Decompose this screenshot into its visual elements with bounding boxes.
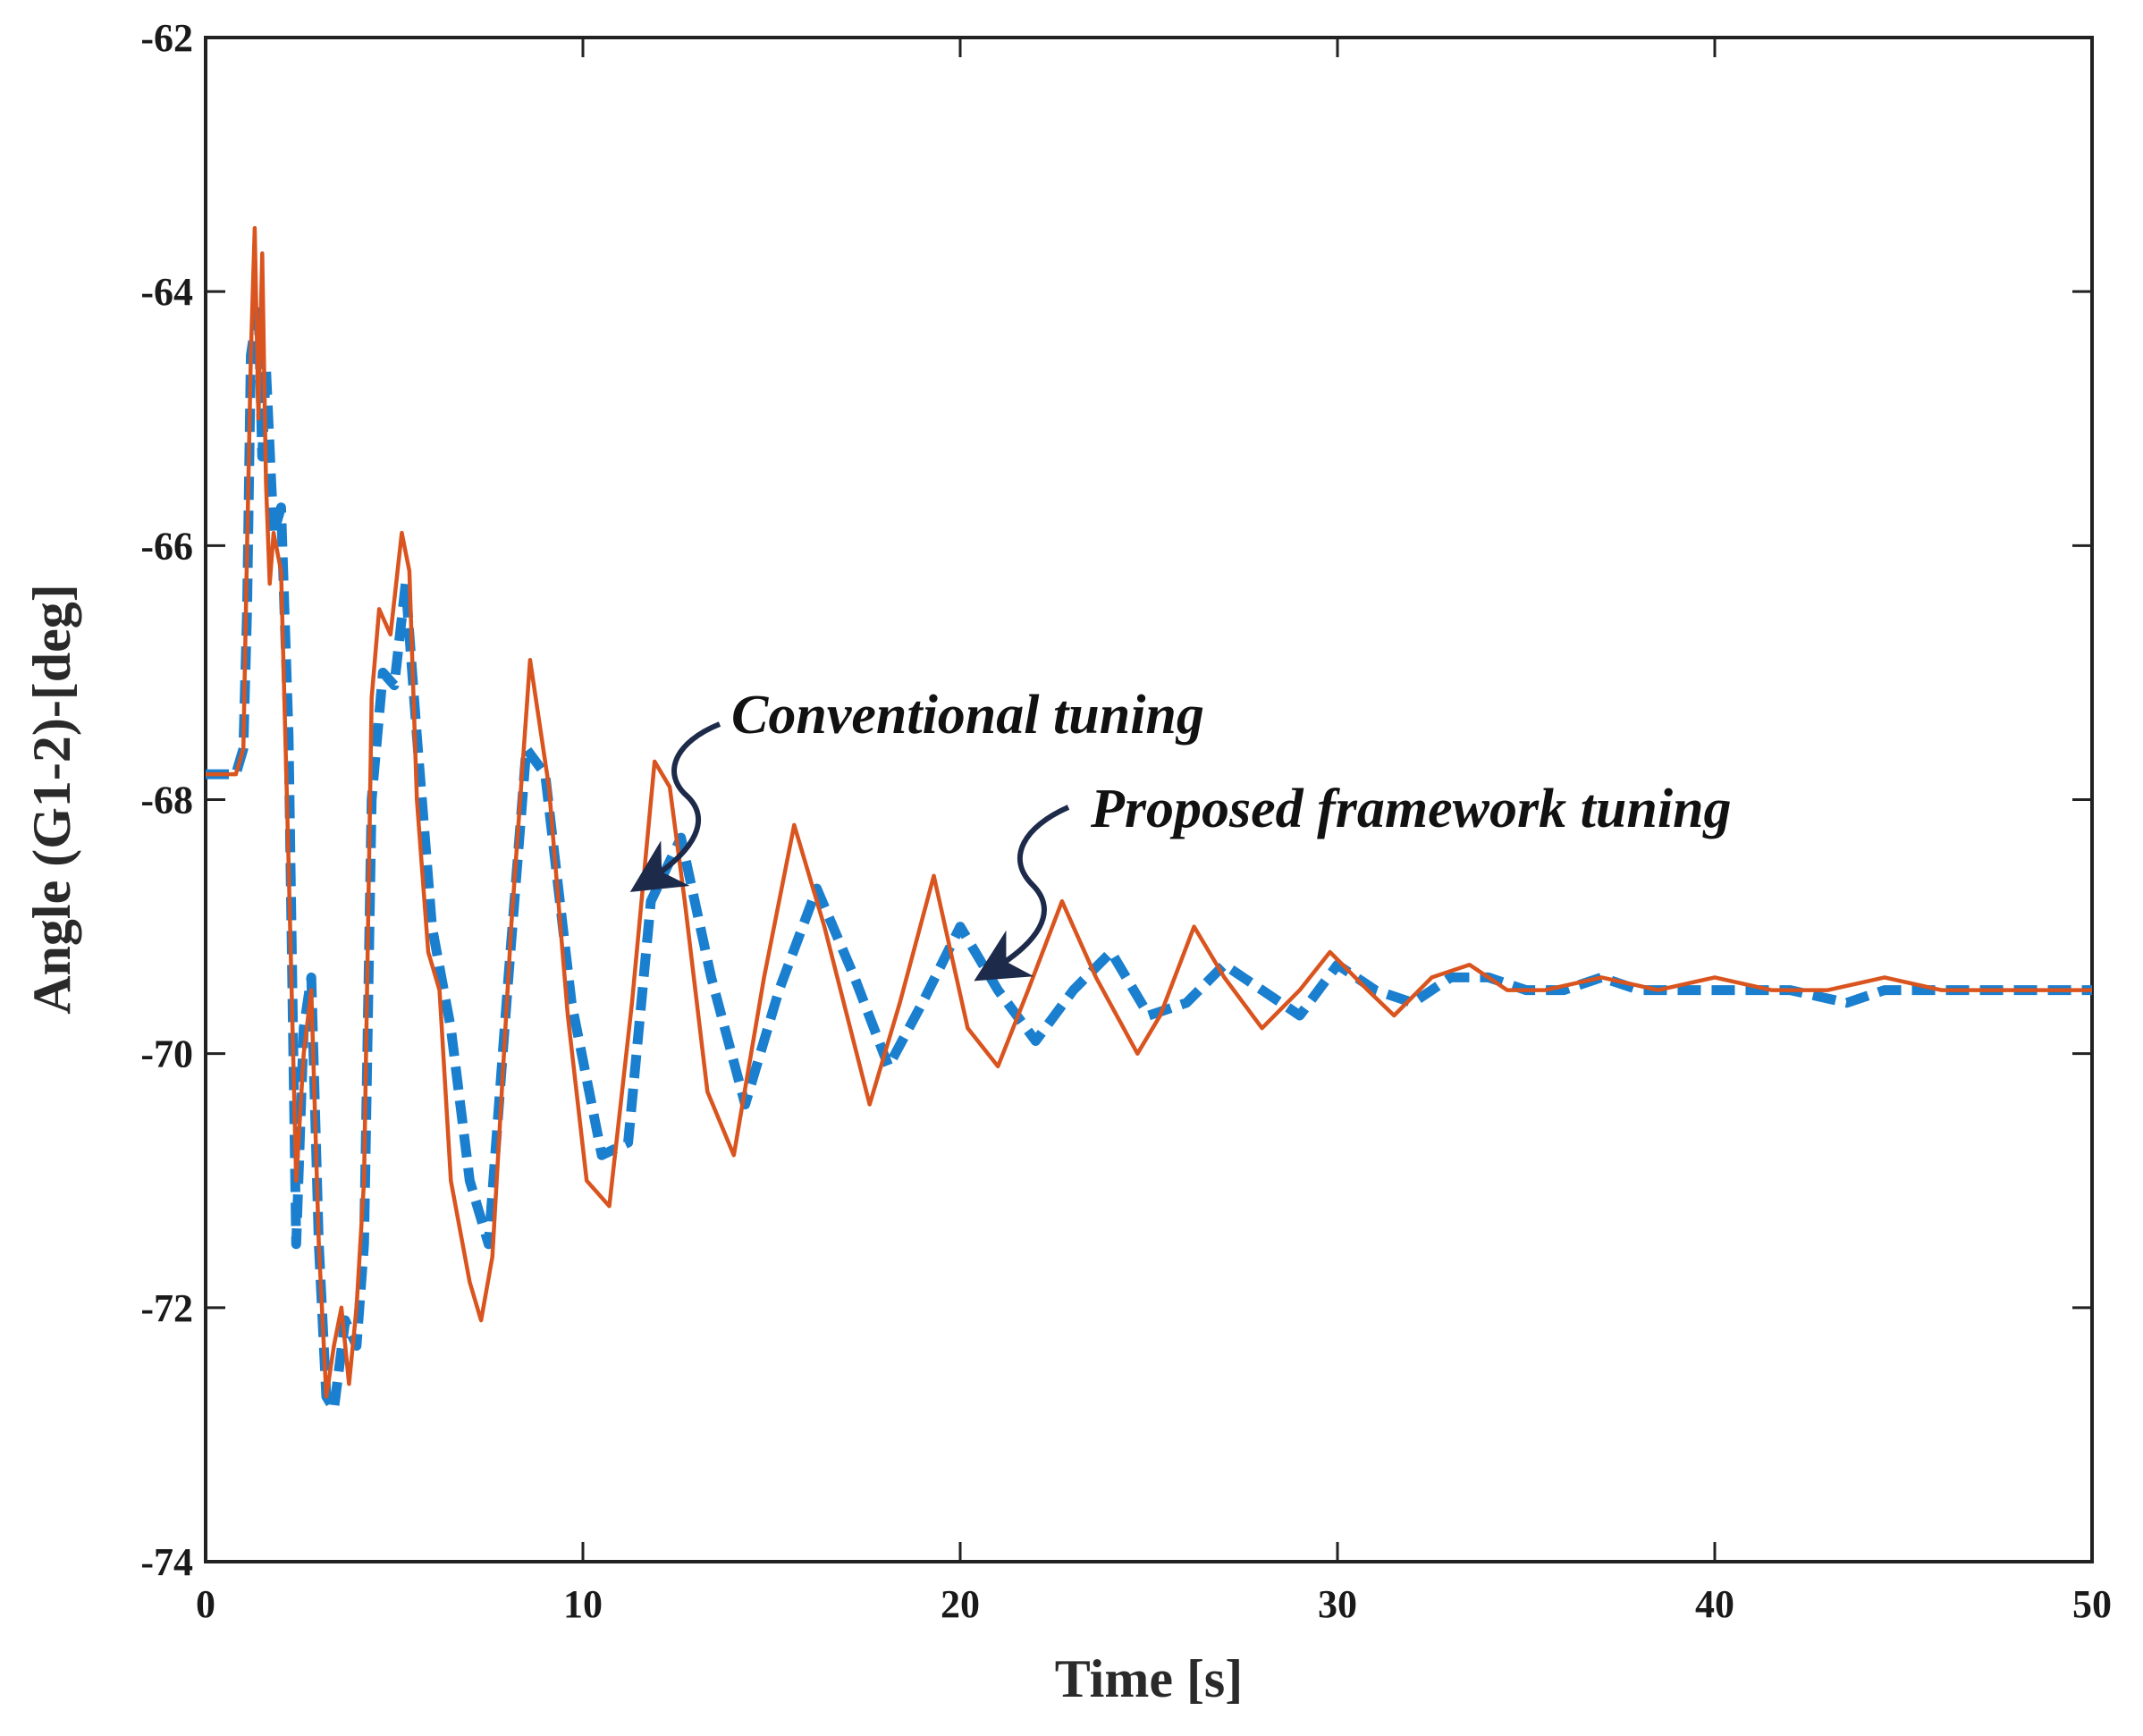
- y-tick-label: -68: [140, 779, 193, 822]
- x-tick-label: 50: [2072, 1582, 2112, 1626]
- y-tick-label: -66: [140, 524, 193, 568]
- y-tick-label: -74: [140, 1540, 193, 1584]
- x-tick-label: 20: [941, 1582, 980, 1626]
- ticks-layer: 0 10 20 30 40 50 -74 -72 -70 -68 -66 -64 -62: [140, 16, 2112, 1626]
- annotation-proposed-label: Proposed framework tuning: [1090, 779, 1732, 839]
- y-tick-label: -72: [140, 1286, 193, 1330]
- annotation-conventional: Conventional tuning: [629, 685, 1204, 892]
- x-tick-label: 30: [1318, 1582, 1357, 1626]
- annotation-conventional-arrow: [629, 721, 721, 892]
- x-axis-title: Time [s]: [1055, 1649, 1244, 1708]
- x-tick-label: 10: [563, 1582, 603, 1626]
- annotation-conventional-label: Conventional tuning: [731, 685, 1204, 746]
- x-tick-label: 0: [196, 1582, 215, 1626]
- series-line-conventional: [206, 225, 2092, 1399]
- annotation-proposed: Proposed framework tuning: [974, 779, 1732, 982]
- y-tick-label: -64: [140, 270, 193, 314]
- y-tick-label: -70: [140, 1032, 193, 1076]
- annotation-proposed-arrow: [974, 805, 1070, 982]
- x-tick-label: 40: [1695, 1582, 1734, 1626]
- y-axis-title: Angle (G1-2)-[deg]: [22, 584, 81, 1015]
- y-tick-label: -62: [140, 16, 193, 60]
- series-layer: [206, 225, 2092, 1414]
